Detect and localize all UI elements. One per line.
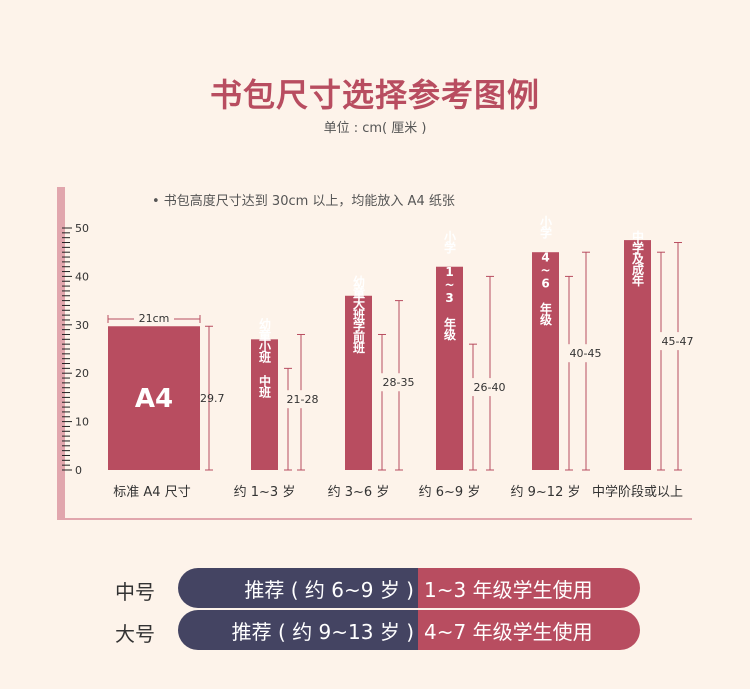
bar-label-a4: A4 — [135, 384, 173, 414]
recommendation-large-age: 推荐 ( 约 9~13 岁 ) — [178, 610, 418, 650]
bar-label-5: 中学及成年 — [631, 229, 645, 287]
range-label-bg-4 — [566, 344, 607, 363]
bar-4 — [532, 252, 559, 470]
y-tick-label: 20 — [75, 367, 89, 380]
range-label-0: 29.7 — [200, 392, 225, 405]
size-label-large: 大号 — [115, 622, 155, 646]
range-label-1: 21-28 — [287, 393, 319, 406]
range-label-bg-2 — [379, 373, 420, 392]
recommendation-large: 推荐 ( 约 9~13 岁 ) 4~7 年级学生使用 — [178, 610, 640, 650]
bar-3 — [436, 266, 463, 470]
category-label-3: 约 6~9 岁 — [419, 485, 481, 500]
size-chart: • 书包高度尺寸达到 30cm 以上，均能放入 A4 纸张 0 10 20 30 40 50… — [57, 187, 699, 520]
recommendation-medium: 推荐 ( 约 6~9 岁 ) 1~3 年级学生使用 — [178, 568, 640, 608]
recommendation-large-grade: 4~7 年级学生使用 — [418, 610, 640, 650]
bar-1 — [251, 339, 278, 470]
y-tick-label: 0 — [75, 464, 82, 477]
range-label-2: 28-35 — [383, 376, 415, 389]
range-label-4: 40-45 — [570, 347, 602, 360]
category-label-5: 中学阶段或以上 — [592, 484, 683, 500]
bar-label-4: 小学 4~6 年级 — [539, 214, 553, 326]
a4-width-label: 21cm — [139, 312, 170, 325]
a4-width-label-bg — [134, 311, 174, 325]
chart-note: • 书包高度尺寸达到 30cm 以上，均能放入 A4 纸张 — [152, 193, 455, 209]
category-label-2: 约 3~6 岁 — [328, 485, 390, 500]
bar-2 — [345, 295, 372, 470]
bar-label-1: 幼童小班 中班 — [258, 316, 272, 398]
range-label-bg-1 — [285, 390, 322, 409]
page-title: 书包尺寸选择参考图例 — [209, 76, 540, 114]
category-label-1: 约 1~3 岁 — [234, 485, 296, 500]
unit-subtitle: 单位 : cm( 厘米 ) — [323, 121, 427, 136]
category-label-4: 约 9~12 岁 — [511, 485, 581, 500]
chart-left-band — [57, 187, 65, 520]
bar-label-3: 小学 1~3 年级 — [443, 229, 457, 341]
recommendation-medium-grade: 1~3 年级学生使用 — [418, 568, 640, 608]
y-tick-label: 30 — [75, 319, 89, 332]
range-label-bg-3 — [470, 378, 511, 397]
range-label-3: 26-40 — [474, 381, 506, 394]
bar-label-2: 幼童大班学前班 — [352, 274, 366, 354]
y-tick-label: 10 — [75, 416, 89, 429]
size-label-medium: 中号 — [115, 580, 155, 604]
y-tick-label: 40 — [75, 270, 89, 283]
bar-0 — [108, 326, 200, 470]
y-tick-label: 50 — [75, 222, 89, 235]
category-label-0: 标准 A4 尺寸 — [113, 485, 190, 500]
recommendation-medium-age: 推荐 ( 约 6~9 岁 ) — [178, 568, 418, 608]
range-label-5: 45-47 — [662, 335, 694, 348]
range-label-bg-5 — [658, 332, 699, 351]
bar-5 — [624, 240, 651, 470]
